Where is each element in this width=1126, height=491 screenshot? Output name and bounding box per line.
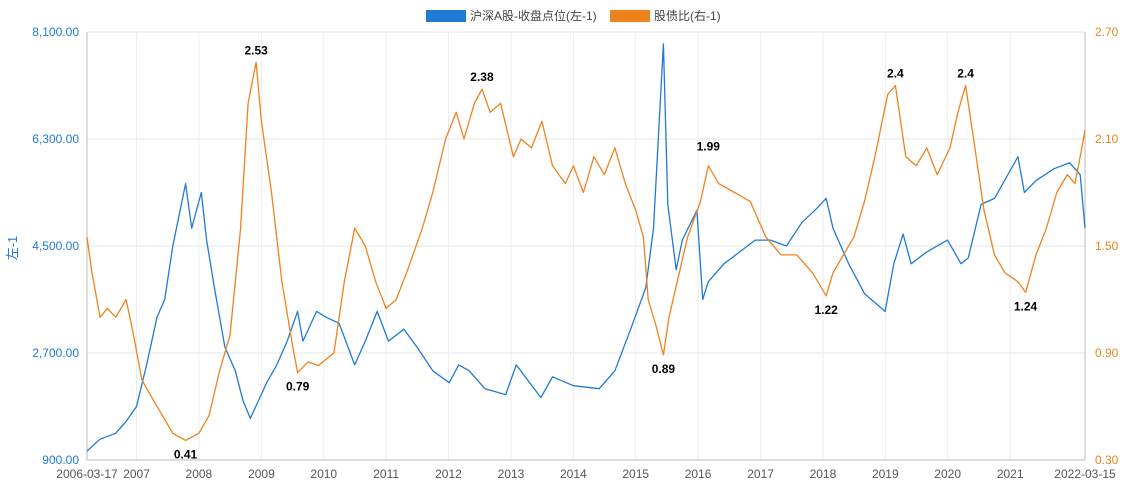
series-lines <box>86 43 1086 452</box>
y-tick-label-left: 8,100.00 <box>32 25 79 39</box>
annotation-label: 1.22 <box>815 303 839 317</box>
x-tick-label: 2014 <box>560 467 587 481</box>
y-tick-label-left: 4,500.00 <box>32 239 79 253</box>
x-tick-label: 2012 <box>435 467 462 481</box>
y-tick-label-right: 0.30 <box>1095 453 1119 467</box>
x-tick-label: 2006-03-17 <box>56 467 118 481</box>
legend[interactable]: 沪深A股-收盘点位(左-1) 股债比(右-1) <box>426 8 721 23</box>
annotation-label: 1.99 <box>697 140 721 154</box>
annotation-label: 2.38 <box>470 70 494 84</box>
annotation-label: 2.4 <box>887 67 904 81</box>
legend-label-ratio[interactable]: 股债比(右-1) <box>654 8 721 23</box>
x-tick-label: 2019 <box>872 467 899 481</box>
y-tick-label-right: 2.70 <box>1095 25 1119 39</box>
annotation-label: 2.4 <box>957 67 974 81</box>
annotation-label: 1.24 <box>1014 299 1038 313</box>
x-tick-label: 2015 <box>622 467 649 481</box>
chart-axes: 900.00 0.30 2,700.00 0.90 4,500.00 1.50 6,300.… <box>32 25 1118 481</box>
annotation-labels: 0.41 2.53 0.79 2.38 0.89 1.99 1.22 2.4 2.4 1.24 <box>174 43 1038 461</box>
y-tick-label-left: 2,700.00 <box>32 346 79 360</box>
x-tick-label: 2010 <box>310 467 337 481</box>
x-tick-label: 2011 <box>373 467 399 481</box>
legend-label-index[interactable]: 沪深A股-收盘点位(左-1) <box>470 8 597 23</box>
x-tick-label: 2017 <box>747 467 774 481</box>
legend-swatch-index[interactable] <box>426 10 466 22</box>
y-tick-label-right: 2.10 <box>1095 132 1119 146</box>
x-tick-label: 2013 <box>498 467 525 481</box>
annotation-label: 2.53 <box>244 43 268 57</box>
x-tick-label: 2008 <box>186 467 213 481</box>
y-tick-label-right: 0.90 <box>1095 346 1119 360</box>
y-tick-label-right: 1.50 <box>1095 239 1119 253</box>
x-tick-label: 2021 <box>997 467 1024 481</box>
x-tick-label: 2020 <box>934 467 961 481</box>
x-tick-label: 2009 <box>248 467 275 481</box>
annotation-label: 0.89 <box>652 362 676 376</box>
x-tick-label: 2018 <box>810 467 837 481</box>
x-tick-label: 2016 <box>685 467 712 481</box>
x-tick-label: 2022-03-15 <box>1054 467 1116 481</box>
x-tick-label: 2007 <box>123 467 150 481</box>
series-line-index <box>86 43 1086 452</box>
y-tick-label-left: 900.00 <box>42 453 79 467</box>
legend-swatch-ratio[interactable] <box>610 10 650 22</box>
grid-lines <box>86 31 1086 461</box>
annotation-label: 0.79 <box>286 380 310 394</box>
annotation-label: 0.41 <box>174 447 198 461</box>
y-tick-label-left: 6,300.00 <box>32 132 79 146</box>
y-axis-label-left: 左-1 <box>5 236 20 261</box>
series-line-ratio <box>86 61 1086 442</box>
